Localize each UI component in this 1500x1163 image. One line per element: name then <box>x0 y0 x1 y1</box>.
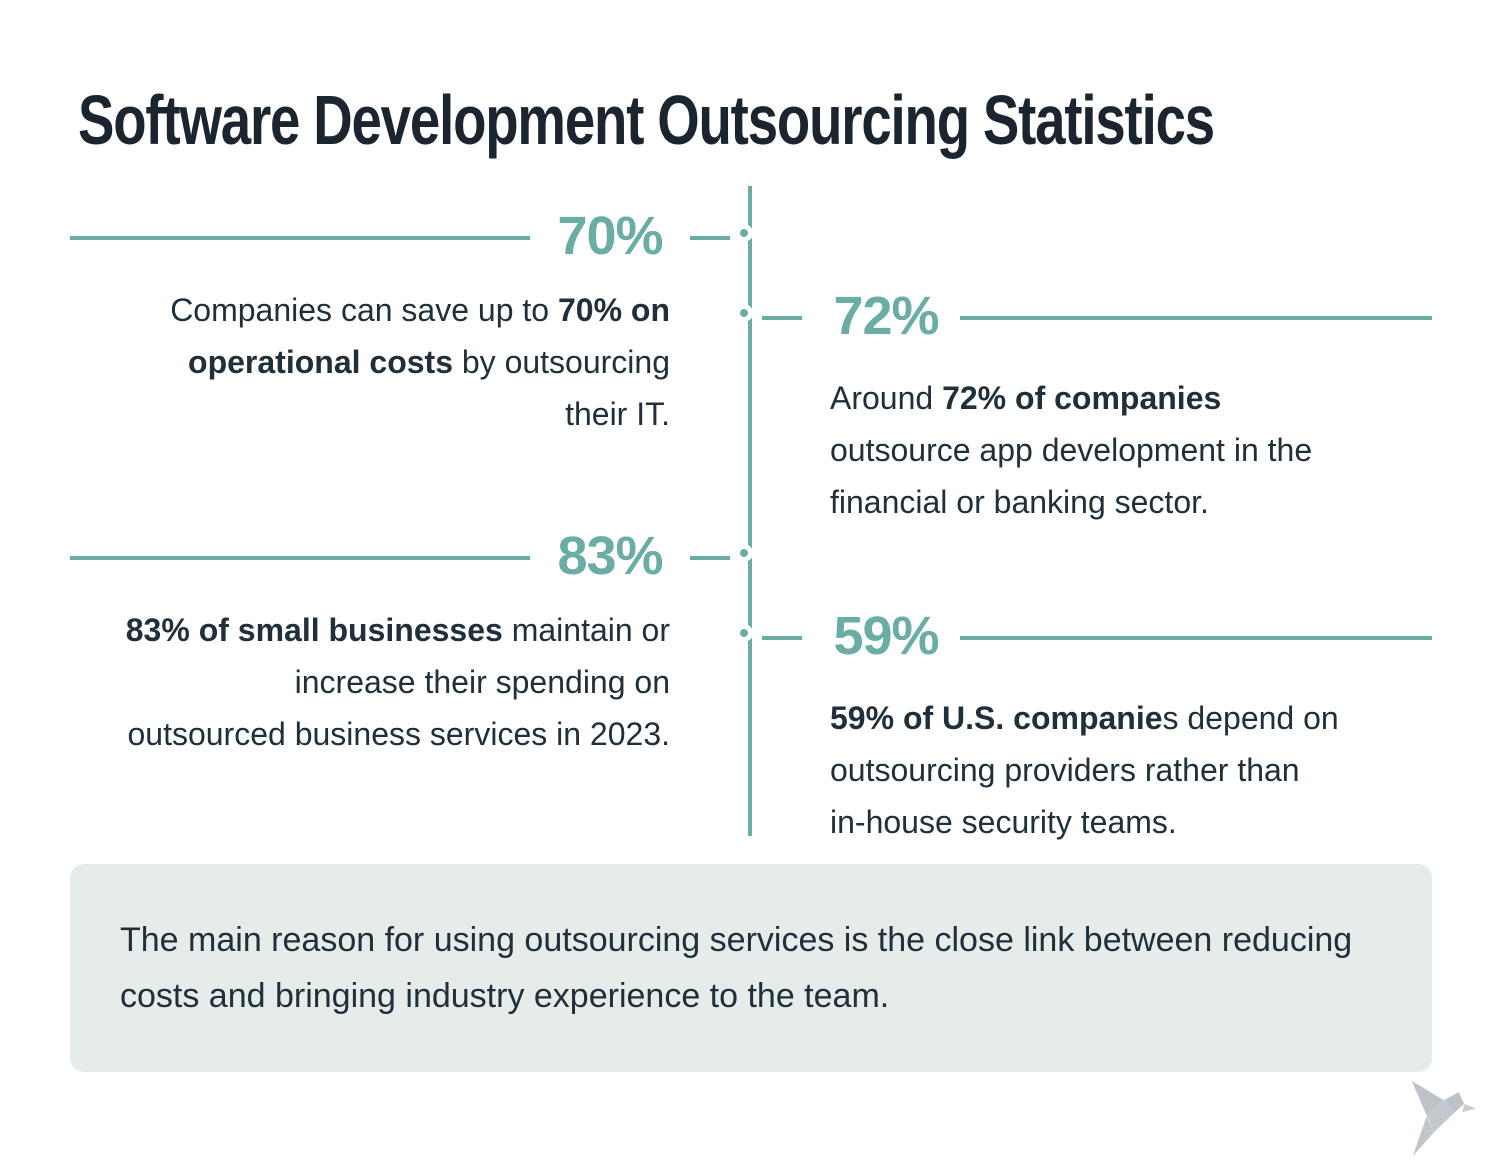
stat-59-timeline-dot <box>735 624 753 642</box>
text-line: financial or banking sector. <box>830 484 1209 520</box>
stat-72-leader-line <box>960 316 1432 320</box>
text-line: in-house security teams. <box>830 804 1177 840</box>
stat-83-description: 83% of small businesses maintain or incr… <box>70 604 670 760</box>
text-line: Companies can save up to 70% on <box>170 292 670 328</box>
text-line: their IT. <box>565 396 670 432</box>
stat-70-description: Companies can save up to 70% on operatio… <box>70 284 670 440</box>
page-title: Software Development Outsourcing Statist… <box>78 81 1215 159</box>
text-line: operational costs by outsourcing <box>188 344 670 380</box>
stat-70-timeline-dot <box>735 224 753 242</box>
stat-59-value: 59% <box>833 606 939 666</box>
timeline-vertical-line <box>748 186 752 836</box>
text-line: increase their spending on <box>294 664 670 700</box>
text-line: outsourcing providers rather than <box>830 752 1300 788</box>
stat-72-value: 72% <box>833 286 939 346</box>
stat-72-timeline-dot <box>735 304 753 322</box>
stat-59-connector-dash <box>762 636 802 640</box>
text-line: 83% of small businesses maintain or <box>125 612 670 648</box>
stat-70-leader-line <box>70 236 530 240</box>
stat-72-connector-dash <box>762 316 802 320</box>
text-line: 59% of U.S. companies depend on <box>830 700 1339 736</box>
summary-callout-box: The main reason for using outsourcing se… <box>70 864 1432 1072</box>
summary-callout-text: The main reason for using outsourcing se… <box>120 921 1353 1015</box>
text-line: outsourced business services in 2023. <box>127 716 670 752</box>
stat-83-timeline-dot <box>735 544 753 562</box>
stat-59-description: 59% of U.S. companies depend on outsourc… <box>830 692 1420 848</box>
stat-83-connector-dash <box>690 556 730 560</box>
text-line: outsource app development in the <box>830 432 1313 468</box>
stat-72-description: Around 72% of companies outsource app de… <box>830 372 1420 528</box>
text-line: Around 72% of companies <box>830 380 1222 416</box>
origami-bird-icon <box>1411 1080 1477 1157</box>
stat-70-value: 70% <box>557 206 663 266</box>
stat-83-leader-line <box>70 556 530 560</box>
stat-70-connector-dash <box>690 236 730 240</box>
stat-59-leader-line <box>960 636 1432 640</box>
stat-83-value: 83% <box>557 526 663 586</box>
